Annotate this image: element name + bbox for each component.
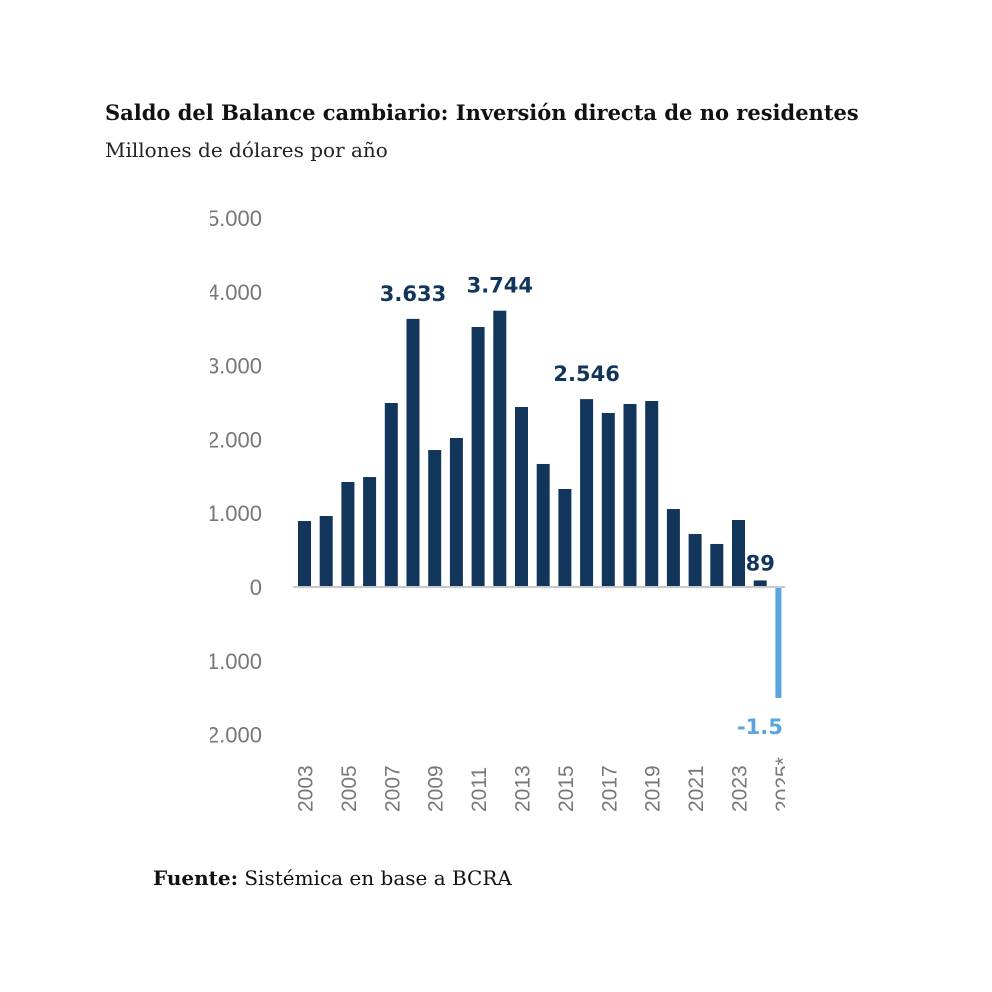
x-tick-label: 2013 <box>512 765 535 812</box>
bar-2017 <box>601 412 615 587</box>
source-label: Fuente: <box>153 866 238 890</box>
bar-2024 <box>753 580 767 587</box>
bar-2022 <box>710 543 724 587</box>
bar-2025p <box>775 587 782 698</box>
data-label: 3.633 <box>380 282 446 306</box>
y-tick-label: 2.000 <box>207 427 262 452</box>
y-tick-label: 0 <box>250 575 262 600</box>
source-note: Fuente: Sistémica en base a BCRA <box>153 866 512 890</box>
x-tick-label: 2011 <box>468 767 491 812</box>
data-label: -1.5 <box>737 715 783 739</box>
bar-2006 <box>363 477 377 587</box>
bar-2012 <box>493 310 507 587</box>
bar-2007 <box>384 403 398 587</box>
bar-2016 <box>580 399 594 587</box>
bar-2004 <box>319 516 333 587</box>
x-tick-label: 2025* <box>772 757 795 812</box>
x-tick-label: 2021 <box>685 765 708 812</box>
y-tick-label: 1.000 <box>207 501 262 526</box>
y-tick-label: 4.000 <box>207 280 262 305</box>
bar-2020 <box>666 508 680 587</box>
x-tick-label: 2023 <box>729 765 752 812</box>
data-label: 3.744 <box>467 274 533 298</box>
x-tick-label: 2009 <box>425 765 448 812</box>
source-text: Sistémica en base a BCRA <box>238 866 512 890</box>
bar-2013 <box>515 407 528 587</box>
bar-2023 <box>732 519 745 587</box>
data-label: 2.546 <box>553 362 619 386</box>
bar-2011 <box>471 327 485 587</box>
bar-2010 <box>449 437 463 587</box>
bar-2019 <box>645 401 659 587</box>
bar-2008 <box>406 318 420 587</box>
x-tick-label: 2017 <box>598 765 621 812</box>
chart-title: Saldo del Balance cambiario: Inversión d… <box>105 100 859 125</box>
y-tick-label: 3.000 <box>207 354 262 379</box>
bar-2005 <box>341 481 355 587</box>
y-tick-label: 5.000 <box>207 206 262 231</box>
bar-2003 <box>298 521 311 587</box>
x-tick-label: 2019 <box>642 765 665 812</box>
bar-2018 <box>623 403 637 587</box>
x-tick-label: 2005 <box>338 765 361 812</box>
x-tick-label: 2015 <box>555 765 578 812</box>
bar-2014 <box>536 463 550 587</box>
bar-2021 <box>688 534 702 587</box>
bar-2015 <box>558 488 572 587</box>
x-tick-label: 2003 <box>295 765 318 812</box>
x-tick-label: 2007 <box>381 765 404 812</box>
y-tick-label: -1.000 <box>200 649 262 674</box>
y-tick-label: -2.000 <box>200 723 262 748</box>
bar-2009 <box>428 450 442 587</box>
chart-subtitle: Millones de dólares por año <box>105 138 388 162</box>
data-label: 89 <box>746 551 775 575</box>
